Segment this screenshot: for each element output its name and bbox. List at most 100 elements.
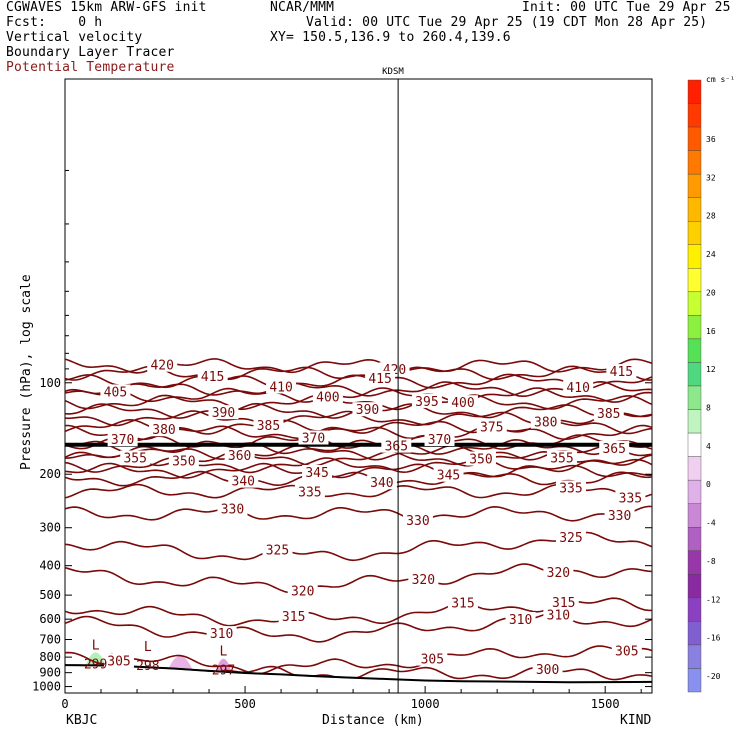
tracer-patch <box>85 652 106 666</box>
colorbar-swatch <box>687 479 702 504</box>
low-value: 299 <box>84 657 107 672</box>
contour-label-bg <box>447 395 478 410</box>
contour-label-bg <box>381 438 412 453</box>
y-tick-label: 100 <box>39 376 61 390</box>
contour-label-bg <box>149 422 180 437</box>
colorbar-label: -16 <box>706 634 721 643</box>
contour-label: 415 <box>368 372 391 387</box>
contour-label-bg <box>287 583 318 598</box>
contour-label: 365 <box>385 440 408 455</box>
contour-label: 330 <box>221 502 244 517</box>
contour-label: 385 <box>257 419 280 434</box>
contour-label-bg <box>532 662 563 677</box>
cross-section-coords: XY= 150.5,136.9 to 260.4,139.6 <box>270 30 511 45</box>
terrain-line <box>65 664 652 684</box>
colorbar-swatch <box>687 432 702 457</box>
colorbar-swatch <box>687 409 702 434</box>
theta-contour <box>65 483 652 500</box>
contour-label-bg <box>100 384 131 399</box>
contour-label-bg <box>411 393 442 408</box>
low-marker: L <box>92 638 100 653</box>
contour-label: 420 <box>150 359 173 374</box>
colorbar-swatch <box>687 503 702 528</box>
colorbar-label: 8 <box>706 404 711 413</box>
contour-label: 335 <box>559 481 582 496</box>
theta-contour <box>65 505 652 522</box>
contour-label-bg <box>262 542 293 557</box>
contour-label-bg <box>604 508 635 523</box>
colorbar-label: 24 <box>706 250 716 259</box>
colorbar-label: -8 <box>706 557 716 566</box>
colorbar-swatch <box>687 338 702 363</box>
contour-label: 305 <box>421 653 444 668</box>
colorbar-unit: cm s⁻¹ <box>706 75 735 84</box>
x-tick-label: 0 <box>61 697 68 711</box>
low-value: 298 <box>136 659 159 674</box>
colorbar-swatch <box>687 668 702 693</box>
contour-label: 320 <box>412 573 435 588</box>
theta-contour <box>65 387 652 404</box>
contour-label: 345 <box>437 469 460 484</box>
contour-label-bg <box>424 431 455 446</box>
theta-contour <box>65 457 652 474</box>
contour-label: 375 <box>480 421 503 436</box>
colorbar-swatch <box>687 291 702 316</box>
colorbar-label: 28 <box>706 212 716 221</box>
contour-label-bg <box>278 608 309 623</box>
contour-label: 305 <box>615 644 638 659</box>
contour-label: 335 <box>298 486 321 501</box>
contour-label: 315 <box>282 610 305 625</box>
contour-label-bg <box>224 448 255 463</box>
y-tick-label: 700 <box>39 633 61 647</box>
contour-label-bg <box>465 451 496 466</box>
contour-label-bg <box>168 453 199 468</box>
colorbar-label: 36 <box>706 135 716 144</box>
contour-label-bg <box>253 418 284 433</box>
colorbar-swatch <box>687 79 702 104</box>
contour-label-bg <box>615 490 646 505</box>
contour-label-bg <box>228 473 259 488</box>
colorbar-swatch <box>687 126 702 151</box>
colorbar-swatch <box>687 597 702 622</box>
contour-label: 415 <box>201 370 224 385</box>
contour-label-bg <box>546 450 577 465</box>
colorbar-label: 16 <box>706 327 716 336</box>
low-marker: L <box>144 640 152 655</box>
field-potential-temperature: Potential Temperature <box>6 60 175 75</box>
contour-label: 370 <box>302 432 325 447</box>
contour-label-bg <box>611 643 642 658</box>
colorbar-label: -12 <box>706 595 721 604</box>
init-time: Init: 00 UTC Tue 29 Apr 25 <box>522 0 731 15</box>
contour-label-bg <box>555 480 586 495</box>
x-axis-label: Distance (km) <box>322 713 424 728</box>
station-mid-label: KDSM <box>382 67 404 77</box>
x-tick-label: 1000 <box>411 697 440 711</box>
contour-label: 385 <box>597 407 620 422</box>
model-title: CGWAVES 15km ARW-GFS init <box>6 0 207 15</box>
contour-label: 380 <box>152 423 175 438</box>
contour-label: 325 <box>559 531 582 546</box>
contour-label: 370 <box>111 433 134 448</box>
contour-label: 400 <box>316 391 339 406</box>
contour-label-bg <box>352 402 383 417</box>
contour-label-bg <box>476 419 507 434</box>
contour-label-bg <box>543 564 574 579</box>
contour-label-bg <box>555 530 586 545</box>
colorbar-label: 0 <box>706 480 711 489</box>
contour-label: 390 <box>356 403 379 418</box>
contour-label: 305 <box>107 655 130 670</box>
contour-label: 340 <box>370 476 393 491</box>
theta-contour <box>65 531 652 562</box>
contour-label: 310 <box>509 613 532 628</box>
low-value: 297 <box>212 664 235 679</box>
colorbar-label: 32 <box>706 173 716 182</box>
contour-label: 345 <box>305 466 328 481</box>
plot-frame <box>64 78 653 694</box>
theta-contour <box>65 645 652 675</box>
colorbar-label: 12 <box>706 365 716 374</box>
contour-label-bg <box>563 380 594 395</box>
center-title: NCAR/MMM <box>270 0 335 15</box>
contour-label: 315 <box>451 597 474 612</box>
theta-contour <box>65 380 652 398</box>
